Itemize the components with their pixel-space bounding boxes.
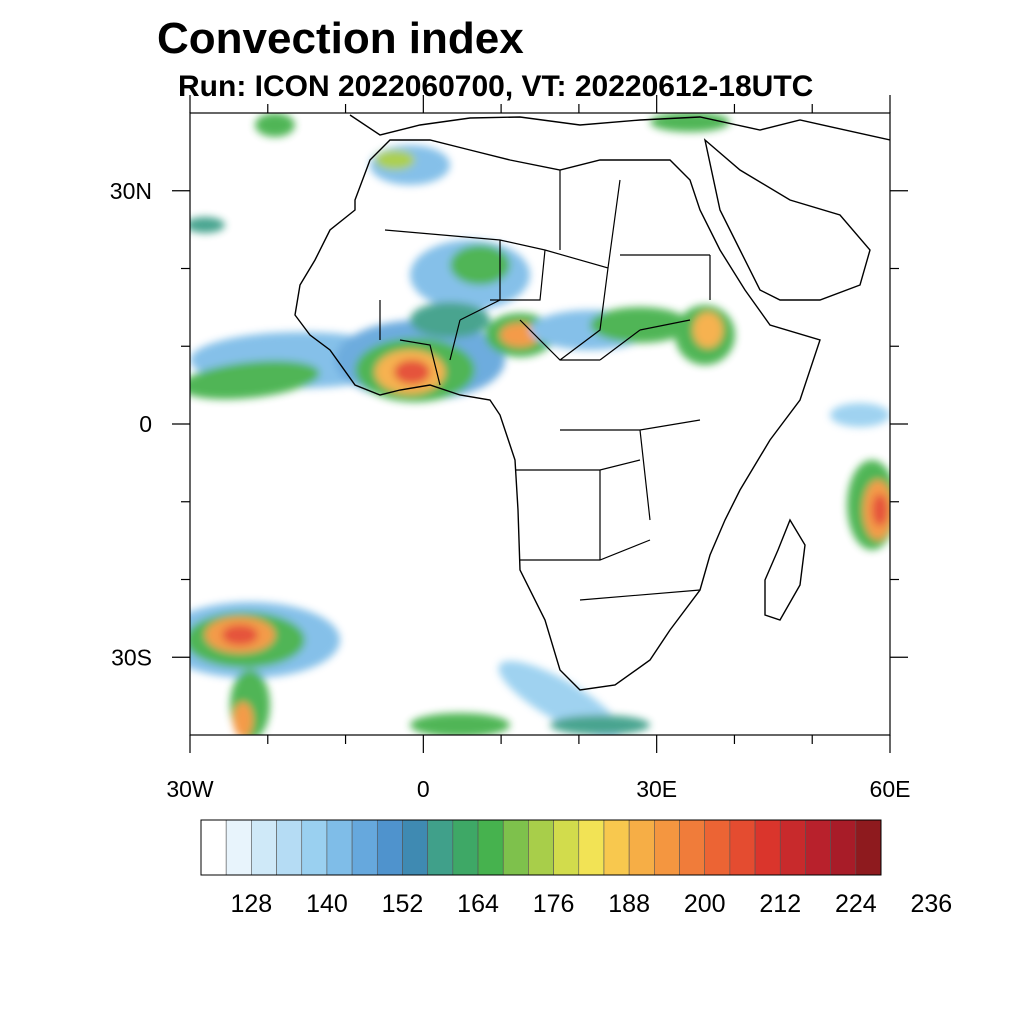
field-patch <box>222 625 258 645</box>
coastlines <box>294 114 890 691</box>
colorbar-swatch <box>830 819 857 876</box>
axis-tick-labels: 30N 0 30S 30W 0 30E 60E <box>110 178 911 802</box>
colorbar-label: 140 <box>306 890 348 918</box>
field-patch <box>590 307 690 343</box>
colorbar-swatch <box>502 819 529 876</box>
colorbar-swatch <box>553 819 580 876</box>
field-patch <box>693 312 723 348</box>
field-patch <box>450 245 510 285</box>
africa-coastline <box>294 139 821 691</box>
lon-tick-label: 60E <box>870 776 911 802</box>
colorbar-label: 128 <box>231 890 273 918</box>
europe-coast <box>349 114 890 141</box>
colorbar-swatch <box>402 819 428 876</box>
field-patch <box>830 403 890 427</box>
colorbar-swatch <box>805 819 831 876</box>
colorbar-label: 152 <box>382 890 424 918</box>
colorbar-swatch <box>376 819 403 876</box>
colorbar-swatch <box>528 819 554 876</box>
field-patch <box>498 660 622 735</box>
colorbar-swatch <box>654 819 680 876</box>
field-patch <box>410 713 510 735</box>
field-patch <box>375 150 415 170</box>
colorbar-label: 200 <box>684 890 726 918</box>
field-patch <box>550 715 650 735</box>
field-patch <box>255 113 295 137</box>
colorbar-swatch <box>276 819 303 876</box>
lon-tick-label: 0 <box>417 776 430 802</box>
field-patch <box>500 323 540 347</box>
colorbar-swatch <box>603 819 630 876</box>
colorbar-swatch <box>326 819 353 876</box>
colorbar-label: 188 <box>608 890 650 918</box>
convection-field <box>190 113 890 735</box>
colorbar-swatch <box>427 819 454 876</box>
chart-subtitle: Run: ICON 2022060700, VT: 20220612-18UTC <box>178 70 814 103</box>
colorbar-swatch <box>578 819 605 876</box>
field-patch <box>190 217 225 233</box>
field-patch <box>394 360 430 384</box>
colorbar-swatch <box>251 819 277 876</box>
colorbar-swatch <box>704 819 731 876</box>
colorbar-swatch <box>855 819 882 876</box>
colorbar-frame <box>200 819 882 876</box>
colorbar-swatch <box>200 819 227 876</box>
madagascar-coast <box>764 518 806 621</box>
colorbar-label: 176 <box>533 890 575 918</box>
colorbar-swatch <box>301 819 328 876</box>
arabia-coast <box>703 138 871 301</box>
colorbar-swatch <box>452 819 479 876</box>
colorbar-label: 224 <box>835 890 877 918</box>
colorbar-label: 212 <box>759 890 801 918</box>
colorbar-swatch <box>779 819 806 876</box>
colorbar-swatch <box>754 819 781 876</box>
lon-tick-label: 30W <box>166 776 214 802</box>
colorbar-swatch <box>477 819 504 876</box>
chart-title: Convection index <box>157 14 524 63</box>
borders <box>379 170 711 601</box>
colorbar-label: 236 <box>911 890 953 918</box>
colorbar-swatch <box>729 819 756 876</box>
field-patch <box>650 113 730 132</box>
axis-ticks <box>172 95 908 753</box>
lat-tick-label: 30S <box>111 644 152 670</box>
colorbar-label: 164 <box>457 890 499 918</box>
colorbar: 128 140 152 164 176 188 200 212 224 236 <box>200 819 953 918</box>
colorbar-swatch <box>225 819 252 876</box>
field-patch <box>233 702 253 735</box>
lat-tick-label: 30N <box>110 178 152 204</box>
lat-tick-label: 0 <box>139 411 152 437</box>
colorbar-swatch <box>351 819 378 876</box>
colorbar-swatch <box>628 819 655 876</box>
colorbar-swatch <box>679 819 706 876</box>
field-patch <box>872 494 888 526</box>
field-patch <box>410 302 490 338</box>
lon-tick-label: 30E <box>636 776 677 802</box>
field-patch <box>190 360 320 400</box>
